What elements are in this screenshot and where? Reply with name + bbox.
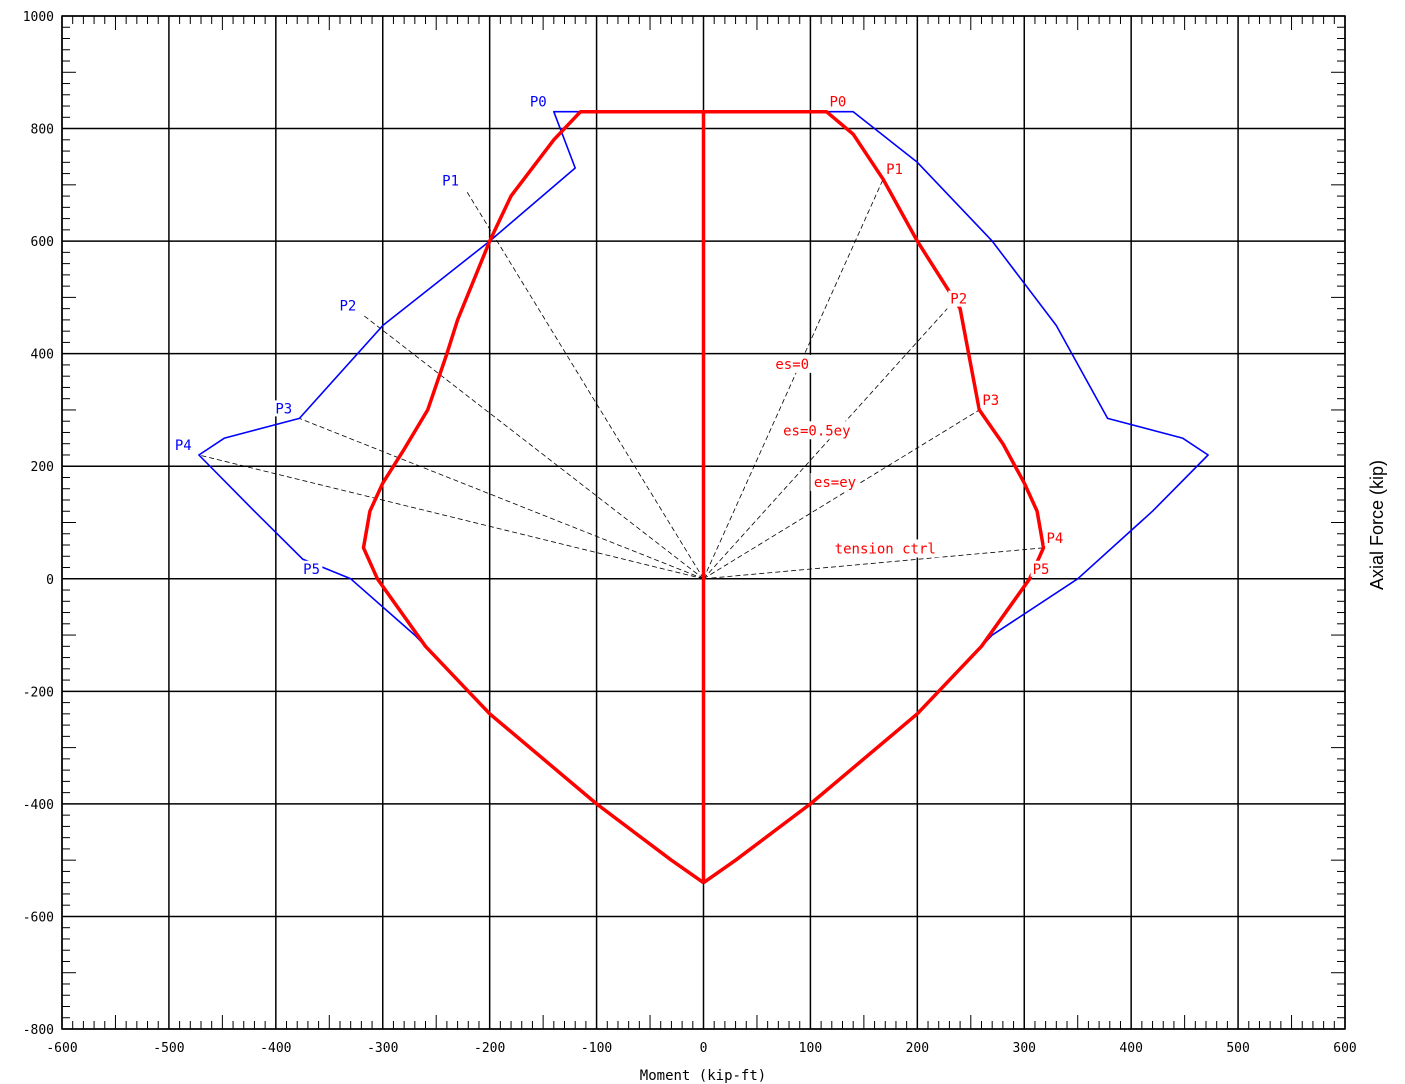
y-tick-label: 800 [31,123,54,138]
y-tick-label: -600 [23,910,54,925]
x-tick-label: -600 [46,1041,77,1056]
design-point-label: P0 [829,95,846,111]
annotation-bg [772,354,813,373]
strain-line [299,418,704,580]
y-tick-label: 0 [46,573,54,588]
nominal-point-label: P1 [442,173,459,189]
x-tick-label: 500 [1226,1041,1249,1056]
y-tick-label: -800 [23,1023,54,1038]
nominal-curve [198,110,1209,884]
strain-annotation: es=ey [814,475,856,491]
minor-ticks [62,16,1345,1029]
design-point-label: P4 [1046,531,1063,547]
design-curve [361,109,1046,885]
design-point-label: P2 [950,292,967,308]
design-point-label: P5 [1033,562,1050,578]
x-tick-label: -200 [474,1041,505,1056]
x-axis-title: Moment (kip-ft) [640,1068,766,1084]
strain-line [703,179,884,579]
y-axis-title: Axial Force (kip) [1367,460,1387,590]
strain-annotation: es=0.5ey [783,423,850,439]
x-tick-label: 600 [1333,1041,1356,1056]
y-tick-label: -400 [23,798,54,813]
x-tick-label: -300 [367,1041,398,1056]
strain-line [703,547,1044,580]
design-point-label-bg [980,391,1002,408]
annotation-bg [830,539,940,558]
strain-annotation: es=0 [775,357,809,373]
x-tick-label: 300 [1013,1041,1036,1056]
design-point-label-bg [1044,529,1066,546]
nominal-point-label-bg [440,172,462,189]
tick-labels: -600 -500 -400 -300 -200 -100 0 100 200 300 400 500… [23,10,1357,1056]
y-tick-label: 600 [31,235,54,250]
design-point-label-bg [827,93,849,110]
design-point-label-bg [1030,560,1052,577]
x-tick-label: -100 [581,1041,612,1056]
strain-line [703,409,980,580]
strain-annotation: tension ctrl [835,541,936,557]
design-point-label: P3 [982,393,999,409]
nominal-point-label-bg [337,297,359,314]
strain-line [465,190,704,579]
nominal-point-label: P3 [275,401,292,417]
annotation-bg [810,473,860,492]
strain-line [198,454,704,580]
x-tick-label: 400 [1119,1041,1142,1056]
nominal-point-label-bg [527,93,550,110]
design-point-label: P1 [886,162,903,178]
nominal-point-label: P4 [175,438,192,454]
series-curves [198,109,1209,885]
x-tick-label: -500 [153,1041,184,1056]
strain-reference-lines [198,179,1044,580]
strain-line [703,308,948,580]
nominal-point-label: P2 [340,298,357,314]
y-tick-label: 200 [31,460,54,475]
annotation-bg [779,421,855,440]
nominal-point-label-bg [301,560,323,577]
x-tick-label: 100 [799,1041,822,1056]
nominal-point-label: P0 [530,95,547,111]
nominal-point-label: P5 [303,562,320,578]
design-point-label-bg [948,290,970,307]
y-tick-label: 400 [31,348,54,363]
nominal-point-label-bg [172,436,195,453]
y-tick-label: -200 [23,685,54,700]
x-tick-label: -400 [260,1041,291,1056]
design-point-label-bg [884,161,906,178]
x-tick-label: 0 [700,1041,708,1056]
strain-line [363,315,704,580]
y-tick-label: 1000 [23,10,54,25]
point-labels: P0 P1 P2 P3 P4 P5 P0 P1 P2 P3 P4 P5 es=0 es=0.5ey es=e… [172,93,1066,578]
x-tick-label: 200 [906,1041,929,1056]
nominal-point-label-bg [273,400,295,417]
